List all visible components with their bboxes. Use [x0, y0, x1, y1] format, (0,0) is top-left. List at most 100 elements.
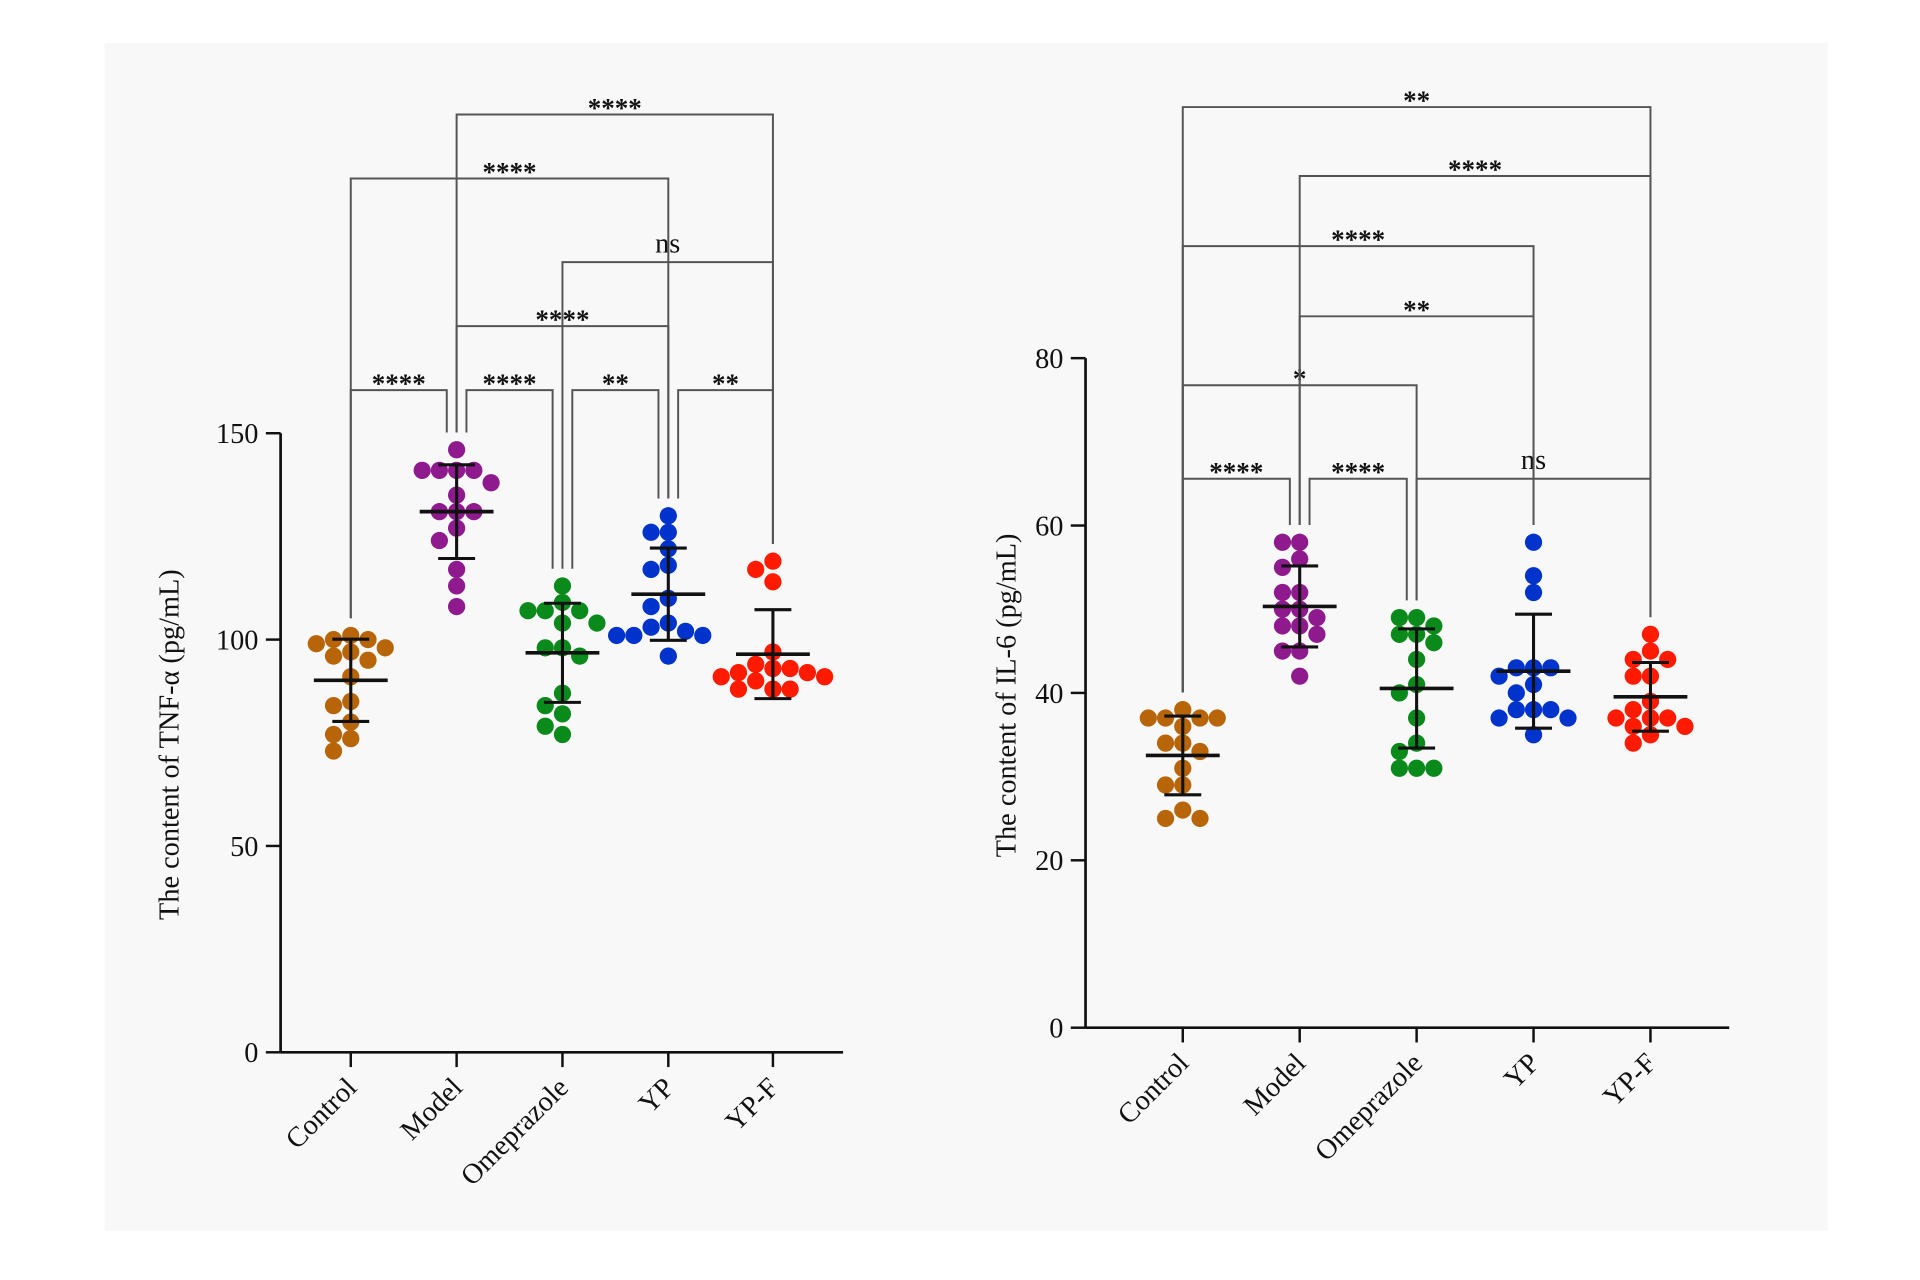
data-point — [781, 659, 799, 678]
data-point — [324, 742, 343, 760]
significance-label: ** — [1403, 295, 1430, 325]
data-point — [1425, 759, 1443, 777]
data-point — [1490, 709, 1508, 727]
data-point — [1390, 742, 1408, 761]
data-point — [608, 626, 626, 645]
data-point — [307, 635, 325, 653]
data-point — [553, 705, 572, 723]
data-point — [1624, 667, 1642, 685]
data-point — [1308, 608, 1326, 627]
data-point — [747, 560, 765, 579]
significance-label: ** — [602, 369, 629, 399]
figure-background — [104, 43, 1828, 1231]
data-point — [1507, 701, 1525, 719]
data-point — [1542, 659, 1560, 677]
significance-label: **** — [1331, 225, 1385, 255]
data-point — [1273, 600, 1292, 618]
data-point — [1524, 567, 1543, 585]
data-point — [1507, 659, 1525, 677]
significance-label: **** — [1448, 154, 1502, 184]
data-point — [642, 597, 660, 616]
data-point — [1607, 709, 1625, 727]
data-point — [1291, 533, 1309, 551]
y-tick-label: 40 — [1035, 679, 1063, 710]
data-point — [1174, 801, 1192, 819]
y-axis-label: The content of TNF-α (pg/mL) — [154, 569, 185, 920]
significance-bracket: **** — [465, 369, 554, 569]
data-point — [1308, 625, 1326, 643]
data-point — [1408, 608, 1426, 627]
data-point — [781, 680, 799, 698]
data-point — [1425, 634, 1443, 652]
data-point — [659, 507, 677, 525]
data-point — [729, 680, 748, 698]
data-point — [1156, 809, 1175, 828]
data-point — [1390, 759, 1408, 777]
data-point — [1156, 776, 1175, 794]
bracket-line — [349, 177, 670, 619]
data-point — [1559, 709, 1577, 727]
data-point — [1641, 642, 1660, 660]
data-point — [376, 639, 394, 657]
significance-bracket: **** — [1308, 457, 1408, 601]
data-point — [1191, 709, 1209, 727]
data-point — [1390, 608, 1408, 627]
data-point — [1524, 726, 1543, 744]
data-point — [571, 647, 589, 665]
data-point — [676, 622, 695, 640]
data-point — [694, 626, 712, 645]
data-point — [1273, 533, 1292, 551]
data-point — [1624, 734, 1642, 752]
bracket-line — [465, 389, 554, 569]
data-point — [816, 668, 834, 686]
data-point — [1291, 667, 1309, 685]
data-point — [1191, 809, 1209, 828]
significance-label: ** — [1403, 86, 1430, 116]
data-point — [729, 663, 748, 682]
data-point — [712, 668, 730, 686]
data-point — [1174, 701, 1192, 719]
significance-bracket: ** — [571, 369, 660, 569]
significance-bracket: ** — [1181, 86, 1652, 693]
data-point — [1676, 717, 1694, 736]
data-point — [1524, 533, 1543, 551]
data-point — [1624, 701, 1642, 719]
data-point — [1524, 583, 1543, 602]
data-point — [1542, 701, 1560, 719]
y-tick-label: 60 — [1035, 511, 1063, 542]
data-point — [1659, 650, 1677, 669]
data-point — [1191, 742, 1209, 761]
data-point — [625, 626, 643, 645]
data-point — [1273, 617, 1292, 635]
data-point — [324, 725, 343, 744]
data-point — [324, 647, 343, 665]
data-point — [1507, 684, 1525, 702]
data-point — [1624, 650, 1642, 669]
data-point — [324, 697, 343, 715]
data-point — [1291, 550, 1309, 568]
data-point — [571, 602, 589, 620]
significance-label: **** — [588, 93, 642, 123]
significance-label: **** — [1331, 457, 1385, 487]
significance-bracket: **** — [349, 157, 670, 619]
y-axis-label: The content of IL-6 (pg/mL) — [991, 534, 1022, 858]
data-point — [448, 597, 466, 616]
data-point — [1273, 642, 1292, 660]
y-tick-label: 0 — [244, 1038, 258, 1069]
data-point — [798, 663, 816, 682]
data-point — [1156, 734, 1175, 752]
data-point — [642, 523, 660, 541]
data-point — [1156, 709, 1175, 727]
data-point — [642, 560, 660, 579]
data-point — [588, 614, 606, 632]
y-tick-label: 100 — [216, 625, 258, 656]
y-tick-label: 150 — [216, 419, 258, 450]
data-point — [1641, 625, 1660, 643]
bracket-line — [1308, 477, 1408, 601]
data-point — [764, 573, 782, 591]
y-tick-label: 80 — [1035, 344, 1063, 375]
data-point — [342, 730, 360, 748]
significance-label: **** — [1209, 457, 1263, 487]
